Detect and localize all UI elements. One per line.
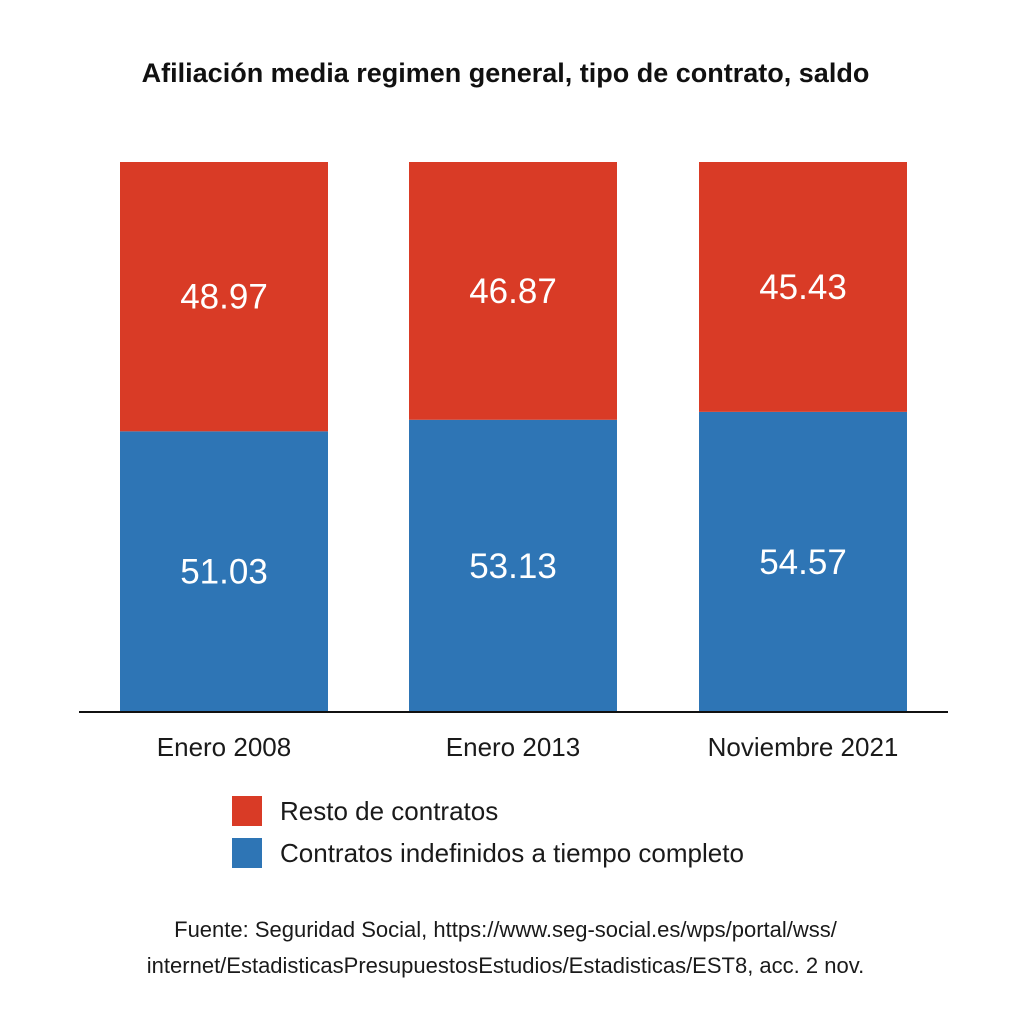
- x-tick-label-noviembre-2021: Noviembre 2021: [708, 732, 899, 762]
- data-label-noviembre-2021-resto: 45.43: [759, 268, 847, 307]
- legend-item-resto: Resto de contratos: [232, 790, 744, 832]
- legend-swatch-indefinidos: [232, 838, 262, 868]
- data-label-noviembre-2021-indefinidos: 54.57: [759, 543, 847, 582]
- legend-swatch-resto: [232, 796, 262, 826]
- stacked-bar-chart: 51.03 48.97 Enero 2008 53.13 46.87 Enero 2013…: [79, 162, 948, 762]
- data-label-enero-2013-indefinidos: 53.13: [469, 547, 557, 586]
- x-tick-label-enero-2008: Enero 2008: [157, 732, 291, 762]
- legend-label-resto: Resto de contratos: [280, 795, 499, 826]
- legend: Resto de contratos Contratos indefinidos…: [232, 790, 744, 874]
- legend-item-indefinidos: Contratos indefinidos a tiempo completo: [232, 832, 744, 874]
- bar-enero-2013-resto: [409, 162, 617, 420]
- legend-label-indefinidos: Contratos indefinidos a tiempo completo: [280, 837, 744, 868]
- data-label-enero-2008-resto: 48.97: [180, 278, 268, 317]
- bar-enero-2013-indefinidos: [409, 419, 617, 712]
- bar-enero-2008-indefinidos: [120, 431, 328, 712]
- source-line-1: Fuente: Seguridad Social, https://www.se…: [174, 917, 837, 942]
- x-tick-label-enero-2013: Enero 2013: [446, 732, 580, 762]
- bar-noviembre-2021-indefinidos: [699, 411, 907, 712]
- data-label-enero-2008-indefinidos: 51.03: [180, 553, 268, 592]
- source-line-2: internet/EstadisticasPresupuestosEstudio…: [146, 953, 865, 978]
- data-label-enero-2013-resto: 46.87: [469, 272, 557, 311]
- bar-enero-2008-resto: [120, 162, 328, 432]
- source-note: Fuente: Seguridad Social, https://www.se…: [0, 912, 1011, 984]
- chart-title: Afiliación media regimen general, tipo d…: [141, 58, 870, 88]
- bar-noviembre-2021-resto: [699, 162, 907, 412]
